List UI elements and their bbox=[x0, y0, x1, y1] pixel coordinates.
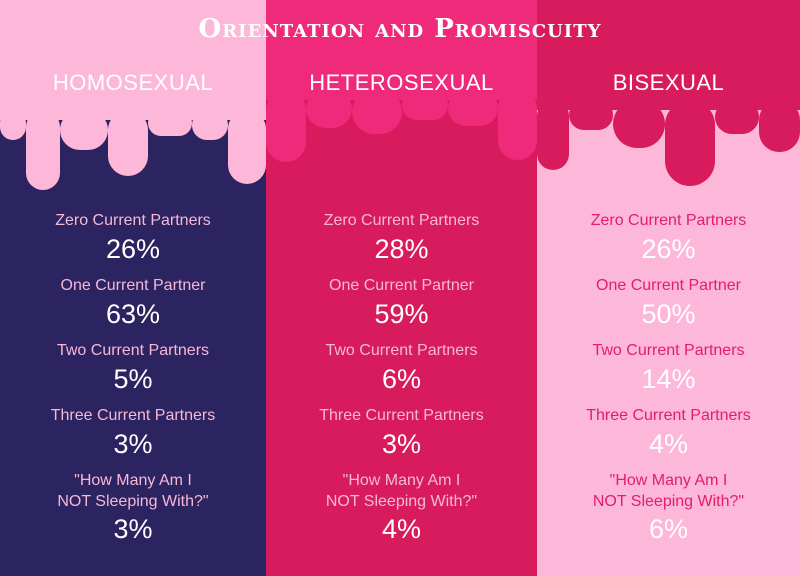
stat-item: Three Current Partners 3% bbox=[0, 405, 266, 470]
row-label-line-1: "How Many Am I bbox=[74, 472, 192, 489]
stat-item: Two Current Partners 5% bbox=[0, 340, 266, 405]
row-label: Zero Current Partners bbox=[323, 212, 480, 229]
row-label: Three Current Partners bbox=[50, 407, 216, 424]
row-label-line-2: NOT Sleeping With?" bbox=[592, 493, 745, 510]
bisexual-column: BISEXUAL Zero Current Partners 26% One C… bbox=[537, 0, 800, 576]
heterosexual-drip bbox=[266, 0, 537, 162]
data-label: 3% bbox=[113, 429, 153, 459]
data-label: 3% bbox=[381, 429, 422, 459]
data-label: 4% bbox=[381, 514, 422, 544]
heterosexual-column: HETEROSEXUAL Zero Current Partners 28% O… bbox=[266, 0, 537, 576]
row-label: One Current Partner bbox=[596, 277, 741, 294]
stat-item: One Current Partner 50% bbox=[537, 275, 800, 340]
stat-item: Zero Current Partners 28% bbox=[266, 210, 537, 275]
stat-item: Zero Current Partners 26% bbox=[0, 210, 266, 275]
data-label: 59% bbox=[374, 299, 429, 329]
column-header-bisexual: BISEXUAL bbox=[612, 70, 725, 95]
row-label-line-2: NOT Sleeping With?" bbox=[325, 493, 478, 510]
stat-item: Three Current Partners 3% bbox=[266, 405, 537, 470]
data-label: 6% bbox=[648, 514, 689, 544]
stat-item: Two Current Partners 14% bbox=[537, 340, 800, 405]
column-header-heterosexual: HETEROSEXUAL bbox=[309, 70, 494, 95]
row-label: One Current Partner bbox=[60, 277, 206, 294]
row-label: Zero Current Partners bbox=[55, 212, 211, 229]
row-label: Three Current Partners bbox=[319, 407, 484, 424]
bisexual-stats: Zero Current Partners 26% One Current Pa… bbox=[537, 210, 800, 544]
row-label-line-1: "How Many Am I bbox=[609, 472, 728, 489]
homosexual-drip bbox=[0, 0, 266, 190]
data-label: 50% bbox=[641, 299, 696, 329]
column-header-homosexual: HOMOSEXUAL bbox=[52, 70, 214, 95]
row-label: Zero Current Partners bbox=[590, 212, 747, 229]
data-label: 6% bbox=[381, 364, 422, 394]
stat-item: Three Current Partners 4% bbox=[537, 405, 800, 470]
stat-item: "How Many Am I NOT Sleeping With?" 4% bbox=[266, 470, 537, 544]
stat-item: Zero Current Partners 26% bbox=[537, 210, 800, 275]
data-label: 26% bbox=[641, 234, 696, 264]
data-label: 5% bbox=[113, 364, 153, 394]
row-label-line-1: "How Many Am I bbox=[342, 472, 461, 489]
data-label: 26% bbox=[105, 234, 161, 264]
stat-item: Two Current Partners 6% bbox=[266, 340, 537, 405]
stat-item: One Current Partner 63% bbox=[0, 275, 266, 340]
data-label: 63% bbox=[105, 299, 161, 329]
heterosexual-stats: Zero Current Partners 28% One Current Pa… bbox=[266, 210, 537, 544]
data-label: 28% bbox=[374, 234, 429, 264]
stat-item: "How Many Am I NOT Sleeping With?" 3% bbox=[0, 470, 266, 544]
stat-item: "How Many Am I NOT Sleeping With?" 6% bbox=[537, 470, 800, 544]
row-label: Two Current Partners bbox=[56, 342, 210, 359]
data-label: 4% bbox=[648, 429, 689, 459]
data-label: 14% bbox=[641, 364, 696, 394]
bisexual-drip bbox=[537, 0, 800, 186]
chart-title: Orientation and Promiscuity bbox=[198, 14, 602, 44]
row-label: Three Current Partners bbox=[586, 407, 751, 424]
row-label-line-2: NOT Sleeping With?" bbox=[57, 493, 209, 510]
homosexual-column: HOMOSEXUAL Zero Current Partners 26% One… bbox=[0, 0, 266, 576]
row-label: Two Current Partners bbox=[325, 342, 478, 359]
homosexual-stats: Zero Current Partners 26% One Current Pa… bbox=[0, 210, 266, 544]
stat-item: One Current Partner 59% bbox=[266, 275, 537, 340]
data-label: 3% bbox=[113, 514, 153, 544]
row-label: One Current Partner bbox=[329, 277, 474, 294]
row-label: Two Current Partners bbox=[592, 342, 745, 359]
